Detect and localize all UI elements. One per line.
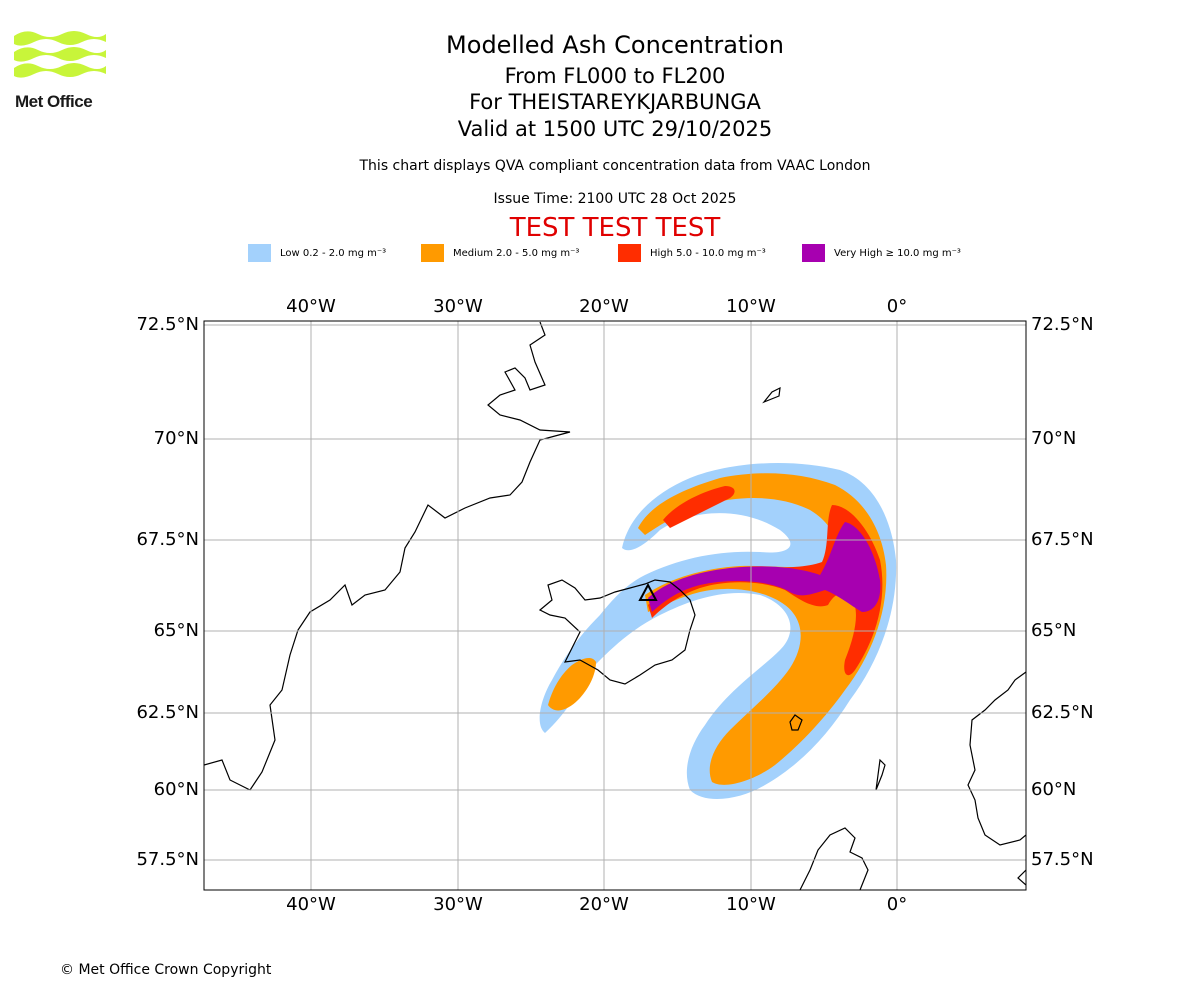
lon-label-top: 40°W <box>286 296 336 317</box>
lat-label-left: 60°N <box>154 779 199 800</box>
legend-label-low: Low 0.2 - 2.0 mg m⁻³ <box>280 247 387 259</box>
lon-label-bottom: 40°W <box>286 894 336 915</box>
flight-levels: From FL000 to FL200 <box>504 64 726 88</box>
legend-item-low: Low 0.2 - 2.0 mg m⁻³ <box>248 244 386 262</box>
lat-label-right: 57.5°N <box>1031 849 1094 870</box>
norway-coast <box>967 671 1026 846</box>
legend-label-high: High 5.0 - 10.0 mg m⁻³ <box>650 247 766 259</box>
copyright-notice: © Met Office Crown Copyright <box>60 962 272 978</box>
lon-label-bottom: 10°W <box>726 894 776 915</box>
lat-label-left: 67.5°N <box>136 529 199 550</box>
lat-label-left: 72.5°N <box>136 314 199 335</box>
chart-title: Modelled Ash Concentration <box>446 31 784 59</box>
legend-item-high: High 5.0 - 10.0 mg m⁻³ <box>618 244 766 262</box>
ash-high-region-north <box>663 486 735 528</box>
lat-label-left: 62.5°N <box>136 702 199 723</box>
brand-name: Met Office <box>15 92 93 111</box>
ash-medium-region-south <box>548 658 596 711</box>
map-frame <box>203 320 1027 891</box>
met-office-logo-icon <box>14 31 106 78</box>
issue-time: Issue Time: 2100 UTC 28 Oct 2025 <box>493 191 737 207</box>
lon-label-top: 10°W <box>726 296 776 317</box>
legend-swatch-very-high <box>802 244 825 262</box>
ash-medium-region <box>638 473 887 785</box>
legend-item-medium: Medium 2.0 - 5.0 mg m⁻³ <box>421 244 579 262</box>
iceland-coast <box>538 579 696 685</box>
legend-item-very-high: Very High ≥ 10.0 mg m⁻³ <box>802 244 961 262</box>
faroe-coast <box>789 714 803 731</box>
lat-label-right: 67.5°N <box>1031 529 1094 550</box>
scotland-coast <box>799 827 869 890</box>
lon-label-bottom: 30°W <box>433 894 483 915</box>
lon-label-bottom: 0° <box>887 894 907 915</box>
lon-label-top: 30°W <box>433 296 483 317</box>
shetland-coast <box>875 758 886 791</box>
lat-label-right: 60°N <box>1031 779 1076 800</box>
ash-very-high-region <box>648 522 881 612</box>
lat-label-right: 70°N <box>1031 428 1076 449</box>
legend-swatch-high <box>618 244 641 262</box>
lon-label-bottom: 20°W <box>579 894 629 915</box>
lat-label-right: 62.5°N <box>1031 702 1094 723</box>
chart-subtitle: This chart displays QVA compliant concen… <box>359 158 871 174</box>
lat-label-right: 65°N <box>1031 620 1076 641</box>
volcano-marker-icon <box>638 582 658 601</box>
legend-swatch-medium <box>421 244 444 262</box>
legend-label-medium: Medium 2.0 - 5.0 mg m⁻³ <box>453 247 580 259</box>
lat-label-left: 57.5°N <box>136 849 199 870</box>
volcano-name: For THEISTAREYKJARBUNGA <box>469 90 761 114</box>
norway-coast-south <box>1017 869 1026 886</box>
lat-label-left: 70°N <box>154 428 199 449</box>
lon-label-top: 20°W <box>579 296 629 317</box>
legend-label-very-high: Very High ≥ 10.0 mg m⁻³ <box>834 247 961 259</box>
gridlines <box>204 321 1026 890</box>
valid-time: Valid at 1500 UTC 29/10/2025 <box>457 117 773 141</box>
greenland-coast <box>204 321 571 791</box>
legend-swatch-low <box>248 244 271 262</box>
jan-mayen-coast <box>762 386 781 404</box>
lat-label-right: 72.5°N <box>1031 314 1094 335</box>
lon-label-top: 0° <box>887 296 907 317</box>
test-banner: TEST TEST TEST <box>509 213 721 243</box>
lat-label-left: 65°N <box>154 620 199 641</box>
